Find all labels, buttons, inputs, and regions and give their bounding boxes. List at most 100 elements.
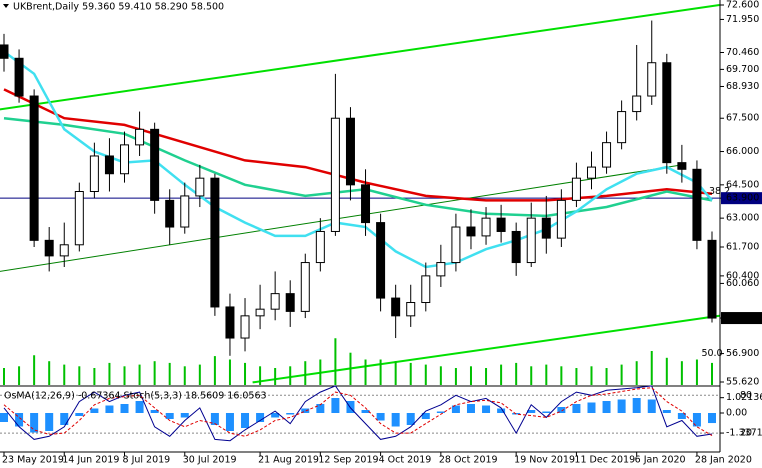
- y-tick-label: 72.600: [726, 0, 759, 11]
- osma-bar: [256, 413, 265, 422]
- volume-bar: [560, 366, 563, 385]
- candle-body: [496, 217, 506, 232]
- trend-line: [0, 4, 720, 111]
- candle-body: [617, 111, 627, 144]
- candle-body: [632, 95, 642, 113]
- osma-bar: [527, 410, 536, 413]
- candle-body: [391, 297, 401, 317]
- osma-bar: [662, 410, 671, 413]
- x-tick-label: 28 Jan 2020: [695, 455, 752, 466]
- osma-bar: [647, 399, 656, 413]
- volume-bar: [515, 362, 518, 385]
- candle-body: [240, 315, 250, 339]
- volume-bar: [274, 368, 277, 385]
- osma-bar: [210, 413, 219, 425]
- osma-bar: [587, 402, 596, 413]
- osma-bar: [632, 398, 641, 413]
- volume-bar: [650, 351, 653, 385]
- volume-bar: [364, 359, 367, 385]
- volume-bar: [635, 361, 638, 385]
- osma-bar: [286, 413, 295, 415]
- x-tick-label: 4 Oct 2019: [379, 455, 432, 466]
- volume-bar: [469, 366, 472, 385]
- osma-bar: [617, 399, 626, 413]
- candle-body: [647, 62, 657, 97]
- y-tick-label: 58.500: [726, 313, 759, 324]
- volumes: [3, 338, 713, 385]
- x-tick-label: 23 May 2019: [2, 455, 64, 466]
- osma-bar: [90, 408, 99, 413]
- x-tick-label: 14 Jun 2019: [62, 455, 119, 466]
- candle-body: [195, 177, 205, 197]
- volume-bar: [500, 364, 503, 385]
- candle-body: [150, 128, 160, 201]
- candle-body: [135, 128, 145, 146]
- candle-body: [44, 239, 54, 257]
- x-tick-label: 12 Sep 2019: [318, 455, 378, 466]
- candle-body: [180, 195, 190, 228]
- y-tick-label: 55.620: [726, 377, 759, 388]
- osma-bar: [271, 413, 280, 418]
- volume-bar: [198, 364, 201, 385]
- osma-bar: [557, 407, 566, 413]
- stoch-line: [3, 385, 713, 442]
- candle-body: [0, 44, 9, 59]
- trend-line: [0, 164, 682, 272]
- volume-bar: [289, 366, 292, 385]
- osma-bar: [135, 401, 144, 413]
- volume-bar: [439, 366, 442, 385]
- candle-body: [451, 226, 461, 264]
- osma-bar: [45, 413, 54, 431]
- osma-bar: [331, 398, 340, 413]
- stoch-line: [3, 387, 713, 437]
- price-tag: [721, 192, 762, 205]
- osma-bar: [75, 413, 84, 416]
- volume-bar: [424, 364, 427, 385]
- x-tick-label: 28 Oct 2019: [439, 455, 498, 466]
- volume-bar: [680, 361, 683, 385]
- oscillator: [0, 385, 720, 442]
- osma-bar: [602, 401, 611, 413]
- candle-body: [692, 168, 702, 241]
- candle-body: [104, 155, 114, 175]
- volume-bar: [138, 364, 141, 385]
- volume-bar: [590, 366, 593, 385]
- osma-bar: [542, 411, 551, 413]
- osc-tick-label: 1.02136: [726, 392, 762, 403]
- candle-body: [466, 226, 476, 237]
- osma-bar: [376, 413, 385, 421]
- candle-body: [29, 95, 39, 241]
- osma-bar: [572, 404, 581, 413]
- candle-body: [571, 177, 581, 201]
- candle-body: [120, 144, 130, 175]
- y-tick-label: 69.700: [726, 64, 759, 75]
- volume-bar: [78, 366, 81, 385]
- candle-body: [376, 222, 386, 299]
- candle-body: [345, 117, 355, 186]
- candle-body: [74, 191, 84, 246]
- y-tick-label: 61.700: [726, 242, 759, 253]
- osma-bar: [105, 405, 114, 413]
- y-tick-label: 71.950: [726, 14, 759, 25]
- volume-bar: [93, 368, 96, 385]
- osma-bar: [180, 413, 189, 418]
- candle-body: [406, 302, 416, 317]
- osma-bar: [497, 408, 506, 413]
- volume-bar: [620, 364, 623, 385]
- candle-body: [662, 62, 672, 164]
- chart-title: UKBrent,Daily 59.360 59.410 58.290 58.50…: [13, 2, 224, 13]
- x-tick-label: 30 Jul 2019: [183, 455, 237, 466]
- volume-bar: [33, 355, 36, 385]
- osma-bar: [60, 413, 69, 425]
- osma-bar: [150, 410, 159, 413]
- candle-body: [270, 293, 280, 310]
- y-tick-label: 64.500: [726, 179, 759, 190]
- candle-body: [59, 244, 69, 257]
- osma-bar: [225, 413, 234, 431]
- candle-body: [285, 293, 295, 312]
- x-tick-label: 6 Jan 2020: [635, 455, 686, 466]
- volume-bar: [711, 362, 713, 385]
- candle-body: [300, 262, 310, 312]
